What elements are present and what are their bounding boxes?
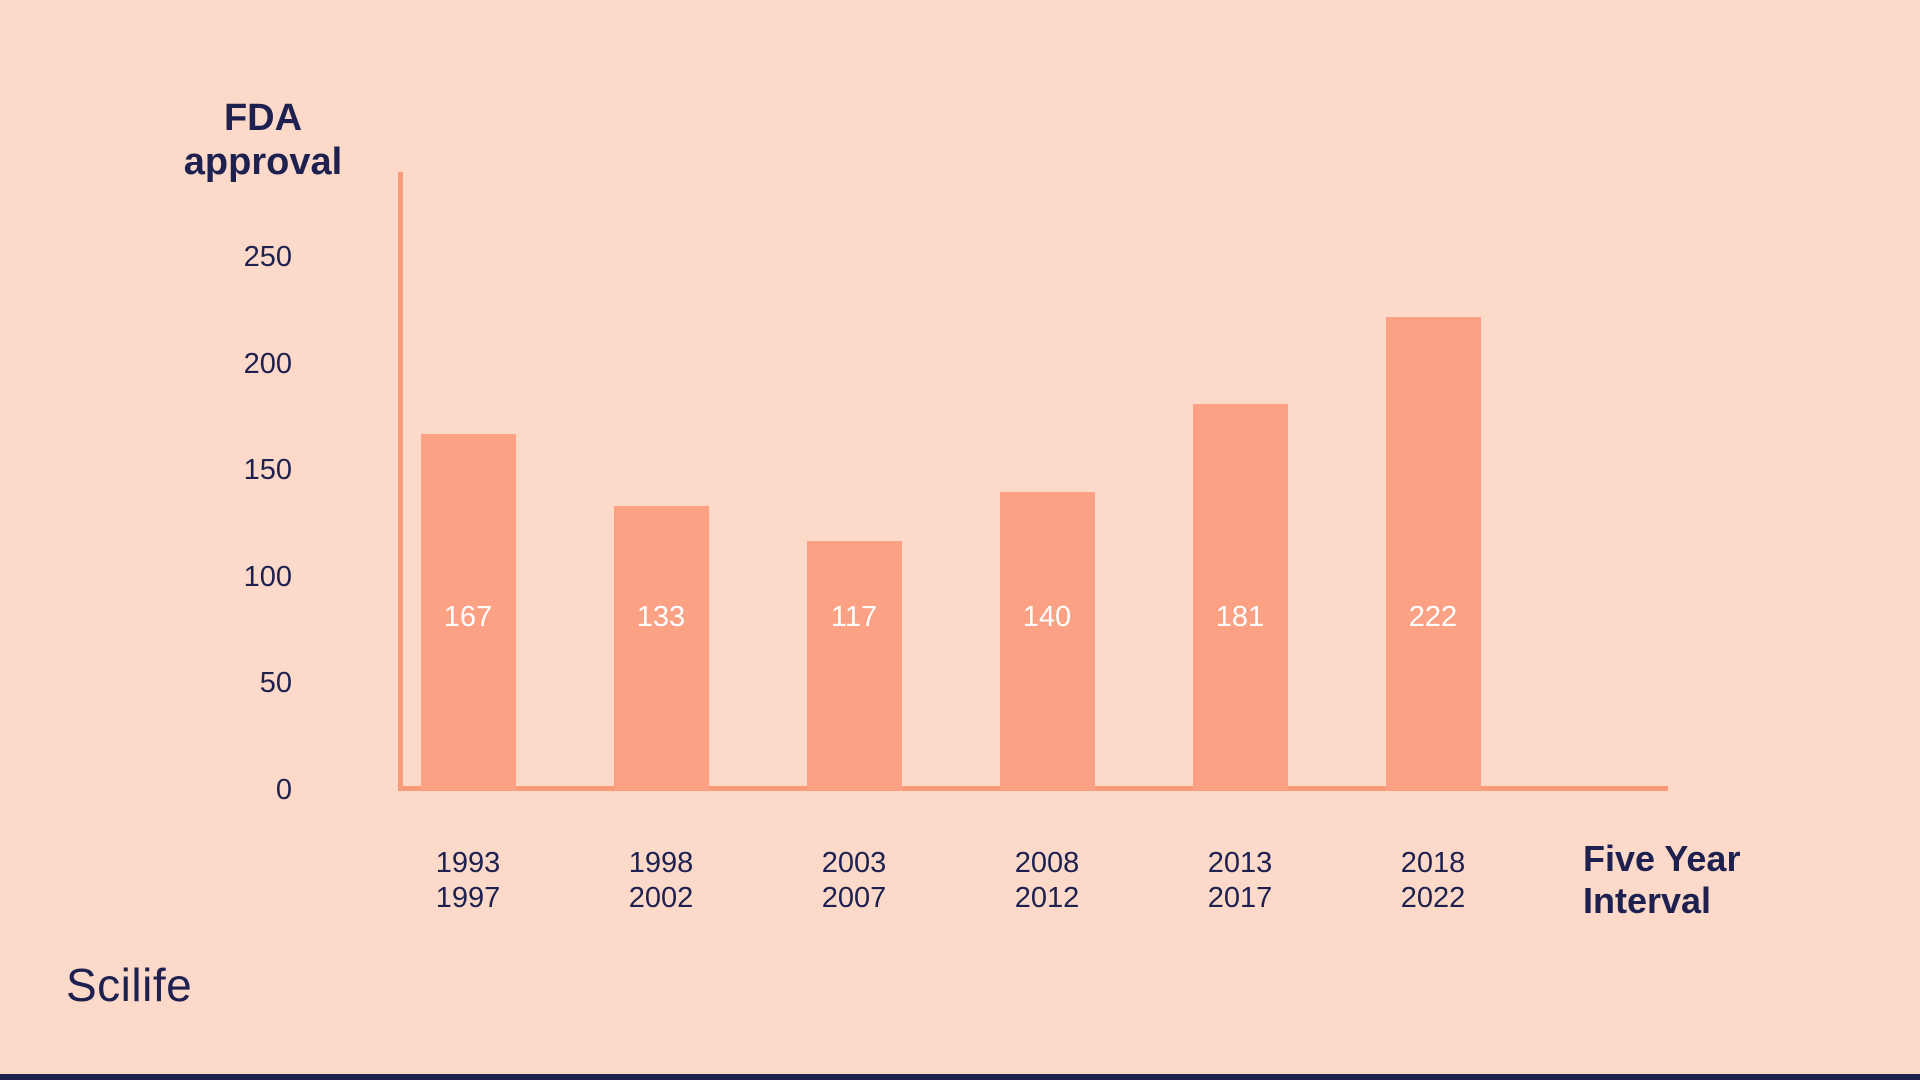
scilife-logo: Scilife — [66, 959, 193, 1011]
bar — [420, 434, 516, 790]
x-tick-label: 2003 2007 — [821, 847, 887, 914]
y-tick-label: 150 — [243, 454, 292, 487]
x-tick-label: 2018 2022 — [1400, 847, 1466, 914]
x-tick-label: 1998 2002 — [628, 847, 694, 914]
y-tick-label: 200 — [243, 347, 292, 380]
y-tick-label: 50 — [259, 667, 292, 700]
x-tick-label: 2013 2017 — [1207, 847, 1273, 914]
y-tick-label: 100 — [243, 560, 292, 593]
x-tick-label: 1993 1997 — [435, 847, 501, 914]
y-tick-label: 0 — [275, 774, 292, 806]
bar-value-label: 167 — [443, 601, 493, 633]
y-tick-label: 250 — [243, 241, 292, 273]
bar — [806, 541, 902, 790]
bar-value-label: 181 — [1215, 601, 1265, 633]
bar-value-label: 117 — [830, 601, 878, 633]
bar — [613, 506, 709, 790]
bar-value-label: 222 — [1408, 601, 1458, 633]
bar — [999, 492, 1095, 790]
y-axis-title: FDA approval — [183, 97, 343, 183]
x-tick-label: 2008 2012 — [1014, 847, 1080, 914]
bar — [1192, 404, 1288, 790]
bar — [1385, 317, 1481, 790]
footer-accent-bar — [0, 1074, 1920, 1080]
x-axis-title: Five Year Interval — [1583, 838, 1741, 921]
y-axis-line — [398, 172, 403, 790]
bar-value-label: 140 — [1022, 601, 1072, 633]
bar-value-label: 133 — [636, 601, 686, 633]
